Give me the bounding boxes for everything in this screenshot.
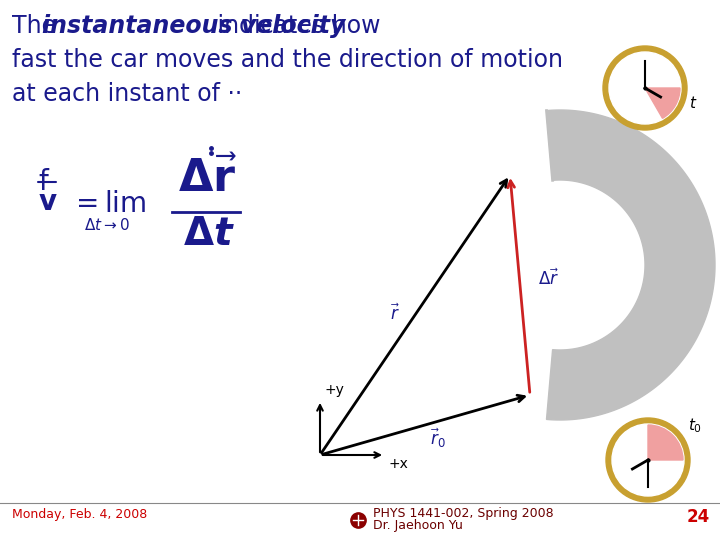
Text: $\mathbf{v}$: $\mathbf{v}$ [38,188,58,216]
Text: instantaneous velocity: instantaneous velocity [42,14,346,38]
Text: $= \mathrm{lim}$: $= \mathrm{lim}$ [70,190,146,218]
Circle shape [606,418,690,502]
Circle shape [609,52,681,124]
Text: t: t [689,96,695,111]
Text: indicates how: indicates how [210,14,380,38]
Text: fast the car moves and the direction of motion: fast the car moves and the direction of … [12,48,563,72]
Text: $\boldsymbol{\Delta t}$: $\boldsymbol{\Delta t}$ [183,215,235,253]
Text: Monday, Feb. 4, 2008: Monday, Feb. 4, 2008 [12,508,148,521]
Text: 24: 24 [687,508,710,526]
Text: $\Delta t \rightarrow 0$: $\Delta t \rightarrow 0$ [84,217,130,233]
Text: Dr. Jaehoon Yu: Dr. Jaehoon Yu [373,519,463,532]
Circle shape [612,424,684,496]
Text: PHYS 1441-002, Spring 2008: PHYS 1441-002, Spring 2008 [373,507,554,520]
Text: The: The [12,14,63,38]
Text: at each instant of ··: at each instant of ·· [12,82,242,106]
Text: $\boldsymbol{\Delta \vec{\mathbf{r}}}$: $\boldsymbol{\Delta \vec{\mathbf{r}}}$ [178,158,238,201]
Text: $\vec{r}_0$: $\vec{r}_0$ [430,427,446,450]
Text: $\vec{r}$: $\vec{r}$ [390,303,400,324]
Polygon shape [546,110,715,420]
Text: $t_0$: $t_0$ [688,416,702,435]
Text: $\Delta\vec{r}$: $\Delta\vec{r}$ [538,268,559,289]
Circle shape [603,46,687,130]
Text: +x: +x [388,457,408,471]
Wedge shape [648,425,683,460]
Text: $\mathsf{f}$: $\mathsf{f}$ [38,168,50,196]
Text: +y: +y [324,383,344,397]
Wedge shape [645,88,680,118]
